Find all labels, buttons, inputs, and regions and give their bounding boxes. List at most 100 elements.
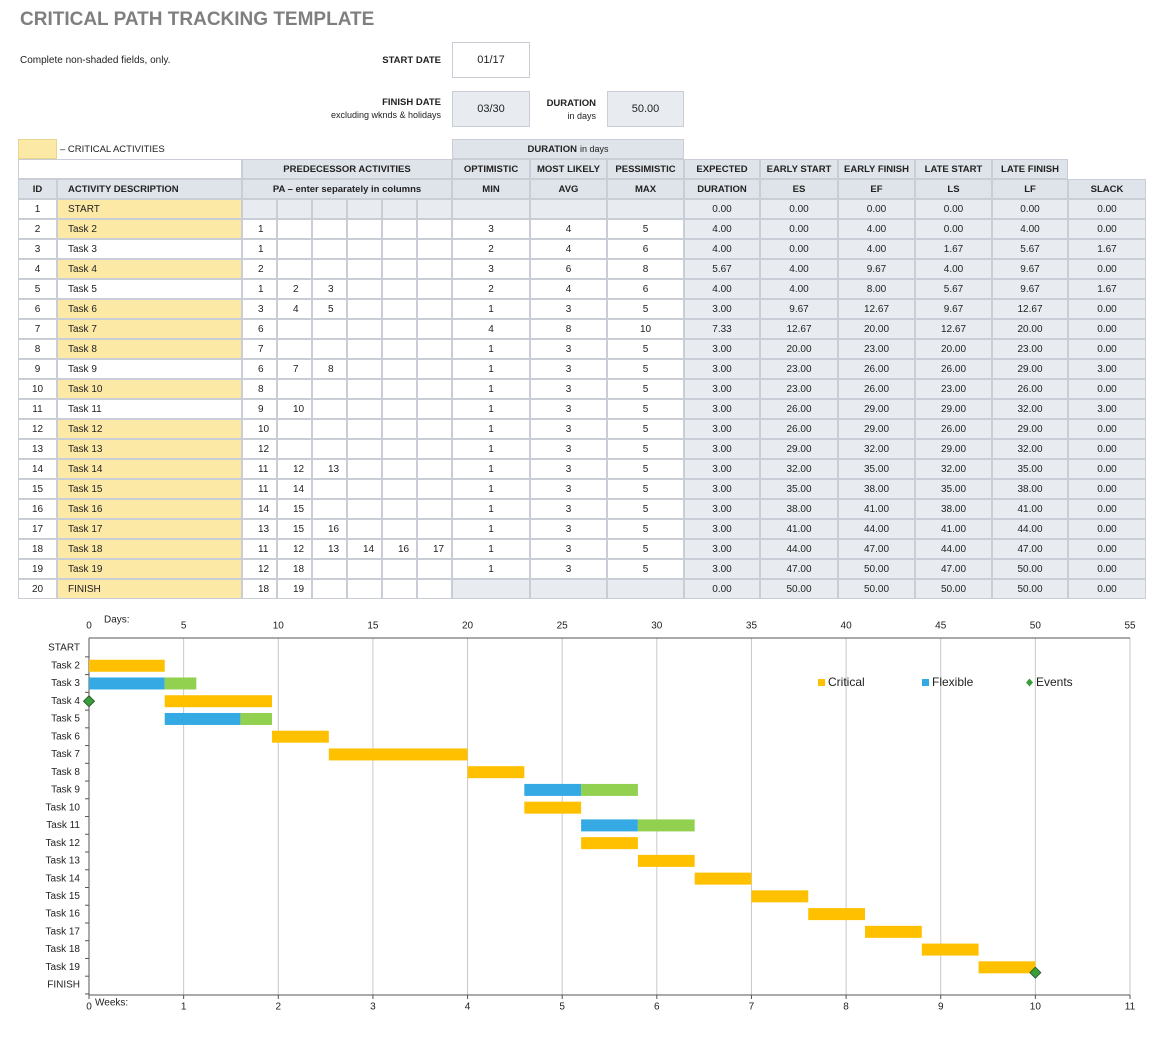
table-cell: 3: [530, 519, 607, 539]
table-cell: 0.00: [1068, 199, 1146, 219]
table-cell: 3.00: [684, 439, 760, 459]
table-cell: 1: [242, 239, 277, 259]
x-tick-label: 30: [651, 621, 663, 632]
table-cell: 1: [452, 499, 530, 519]
table-cell: [382, 559, 417, 579]
table-cell: 41.00: [760, 519, 838, 539]
bar: [328, 748, 468, 761]
table-cell: [312, 439, 347, 459]
bar: [694, 872, 752, 885]
table-cell: 9.67: [992, 259, 1068, 279]
table-cell: 26.00: [838, 379, 915, 399]
table-cell: [417, 559, 452, 579]
table-cell: 12.67: [760, 319, 838, 339]
table-cell: [312, 479, 347, 499]
table-cell: 3.00: [1068, 399, 1146, 419]
table-cell: 44.00: [838, 519, 915, 539]
table-cell: [417, 439, 452, 459]
table-cell: 4: [530, 279, 607, 299]
bar: [637, 854, 695, 867]
table-cell: 3.00: [684, 539, 760, 559]
table-cell: 32.00: [992, 439, 1068, 459]
y-tick-label: Task 18: [46, 944, 81, 955]
header-cell: LATE START: [915, 159, 992, 179]
header-cell: ES: [760, 179, 838, 199]
y-tick-label: Task 17: [46, 926, 81, 937]
table-cell: 50.00: [760, 579, 838, 599]
table-cell: [607, 579, 684, 599]
table-cell: 16: [312, 519, 347, 539]
table-cell: Task 15: [57, 479, 242, 499]
table-cell: 44.00: [992, 519, 1068, 539]
table-cell: [18, 159, 242, 179]
table-cell: 16: [382, 539, 417, 559]
table-cell: 3.00: [684, 479, 760, 499]
group-header-label: DURATION: [527, 143, 577, 155]
table-cell: 17: [18, 519, 57, 539]
table-cell: [312, 579, 347, 599]
header-cell: EARLY START: [760, 159, 838, 179]
table-cell: 3: [530, 419, 607, 439]
table-cell: 5: [607, 459, 684, 479]
table-cell: 12: [18, 419, 57, 439]
legend-label: Flexible: [932, 675, 974, 689]
table-cell: 13: [242, 519, 277, 539]
table-cell: 4.00: [838, 219, 915, 239]
table-cell: 4.00: [684, 279, 760, 299]
table-cell: [242, 199, 277, 219]
bar: [240, 712, 273, 725]
table-cell: 3: [530, 299, 607, 319]
duration-note: in days: [567, 111, 596, 121]
table-cell: 6: [18, 299, 57, 319]
table-cell: 1: [452, 539, 530, 559]
table-cell: 5: [607, 379, 684, 399]
start-date[interactable]: 01/17: [452, 42, 530, 78]
table-cell: 50.00: [992, 579, 1068, 599]
table-cell: [277, 259, 312, 279]
table-cell: [417, 579, 452, 599]
y-tick-label: Task 11: [46, 820, 80, 831]
legend-label: Critical: [828, 675, 865, 689]
table-cell: 3.00: [684, 419, 760, 439]
table-cell: 0.00: [760, 239, 838, 259]
table-cell: 47.00: [915, 559, 992, 579]
table-cell: 50.00: [915, 579, 992, 599]
table-cell: 3.00: [684, 339, 760, 359]
table-cell: 32.00: [760, 459, 838, 479]
table-cell: 3.00: [1068, 359, 1146, 379]
header-cell: ID: [18, 179, 57, 199]
table-cell: 26.00: [915, 359, 992, 379]
x2-tick-label: 1: [181, 1002, 187, 1013]
table-cell: 18: [242, 579, 277, 599]
table-cell: [417, 379, 452, 399]
table-cell: 4.00: [838, 239, 915, 259]
finish-date-label: FINISH DATE: [382, 97, 441, 108]
table-cell: 3.00: [684, 299, 760, 319]
table-cell: [417, 259, 452, 279]
table-cell: [417, 199, 452, 219]
table-cell: 10: [607, 319, 684, 339]
table-cell: 29.00: [838, 399, 915, 419]
table-cell: Task 3: [57, 239, 242, 259]
table-cell: 5: [18, 279, 57, 299]
bar: [164, 695, 273, 708]
table-cell: 3: [530, 339, 607, 359]
table-cell: 8: [312, 359, 347, 379]
bar: [921, 943, 979, 956]
table-cell: 9.67: [915, 299, 992, 319]
x-tick-label: 0: [86, 621, 92, 632]
table-cell: [382, 459, 417, 479]
table-cell: [452, 579, 530, 599]
header-cell: EXPECTED: [684, 159, 760, 179]
table-cell: [417, 239, 452, 259]
table-cell: 8.00: [838, 279, 915, 299]
x2-axis-label: Weeks:: [95, 998, 128, 1009]
group-header-note: in days: [579, 144, 609, 154]
table-cell: 32.00: [915, 459, 992, 479]
table-cell: [312, 559, 347, 579]
table-cell: [382, 319, 417, 339]
table-cell: [382, 439, 417, 459]
table-cell: 0.00: [1068, 319, 1146, 339]
bar: [89, 677, 165, 690]
table-cell: 17: [417, 539, 452, 559]
